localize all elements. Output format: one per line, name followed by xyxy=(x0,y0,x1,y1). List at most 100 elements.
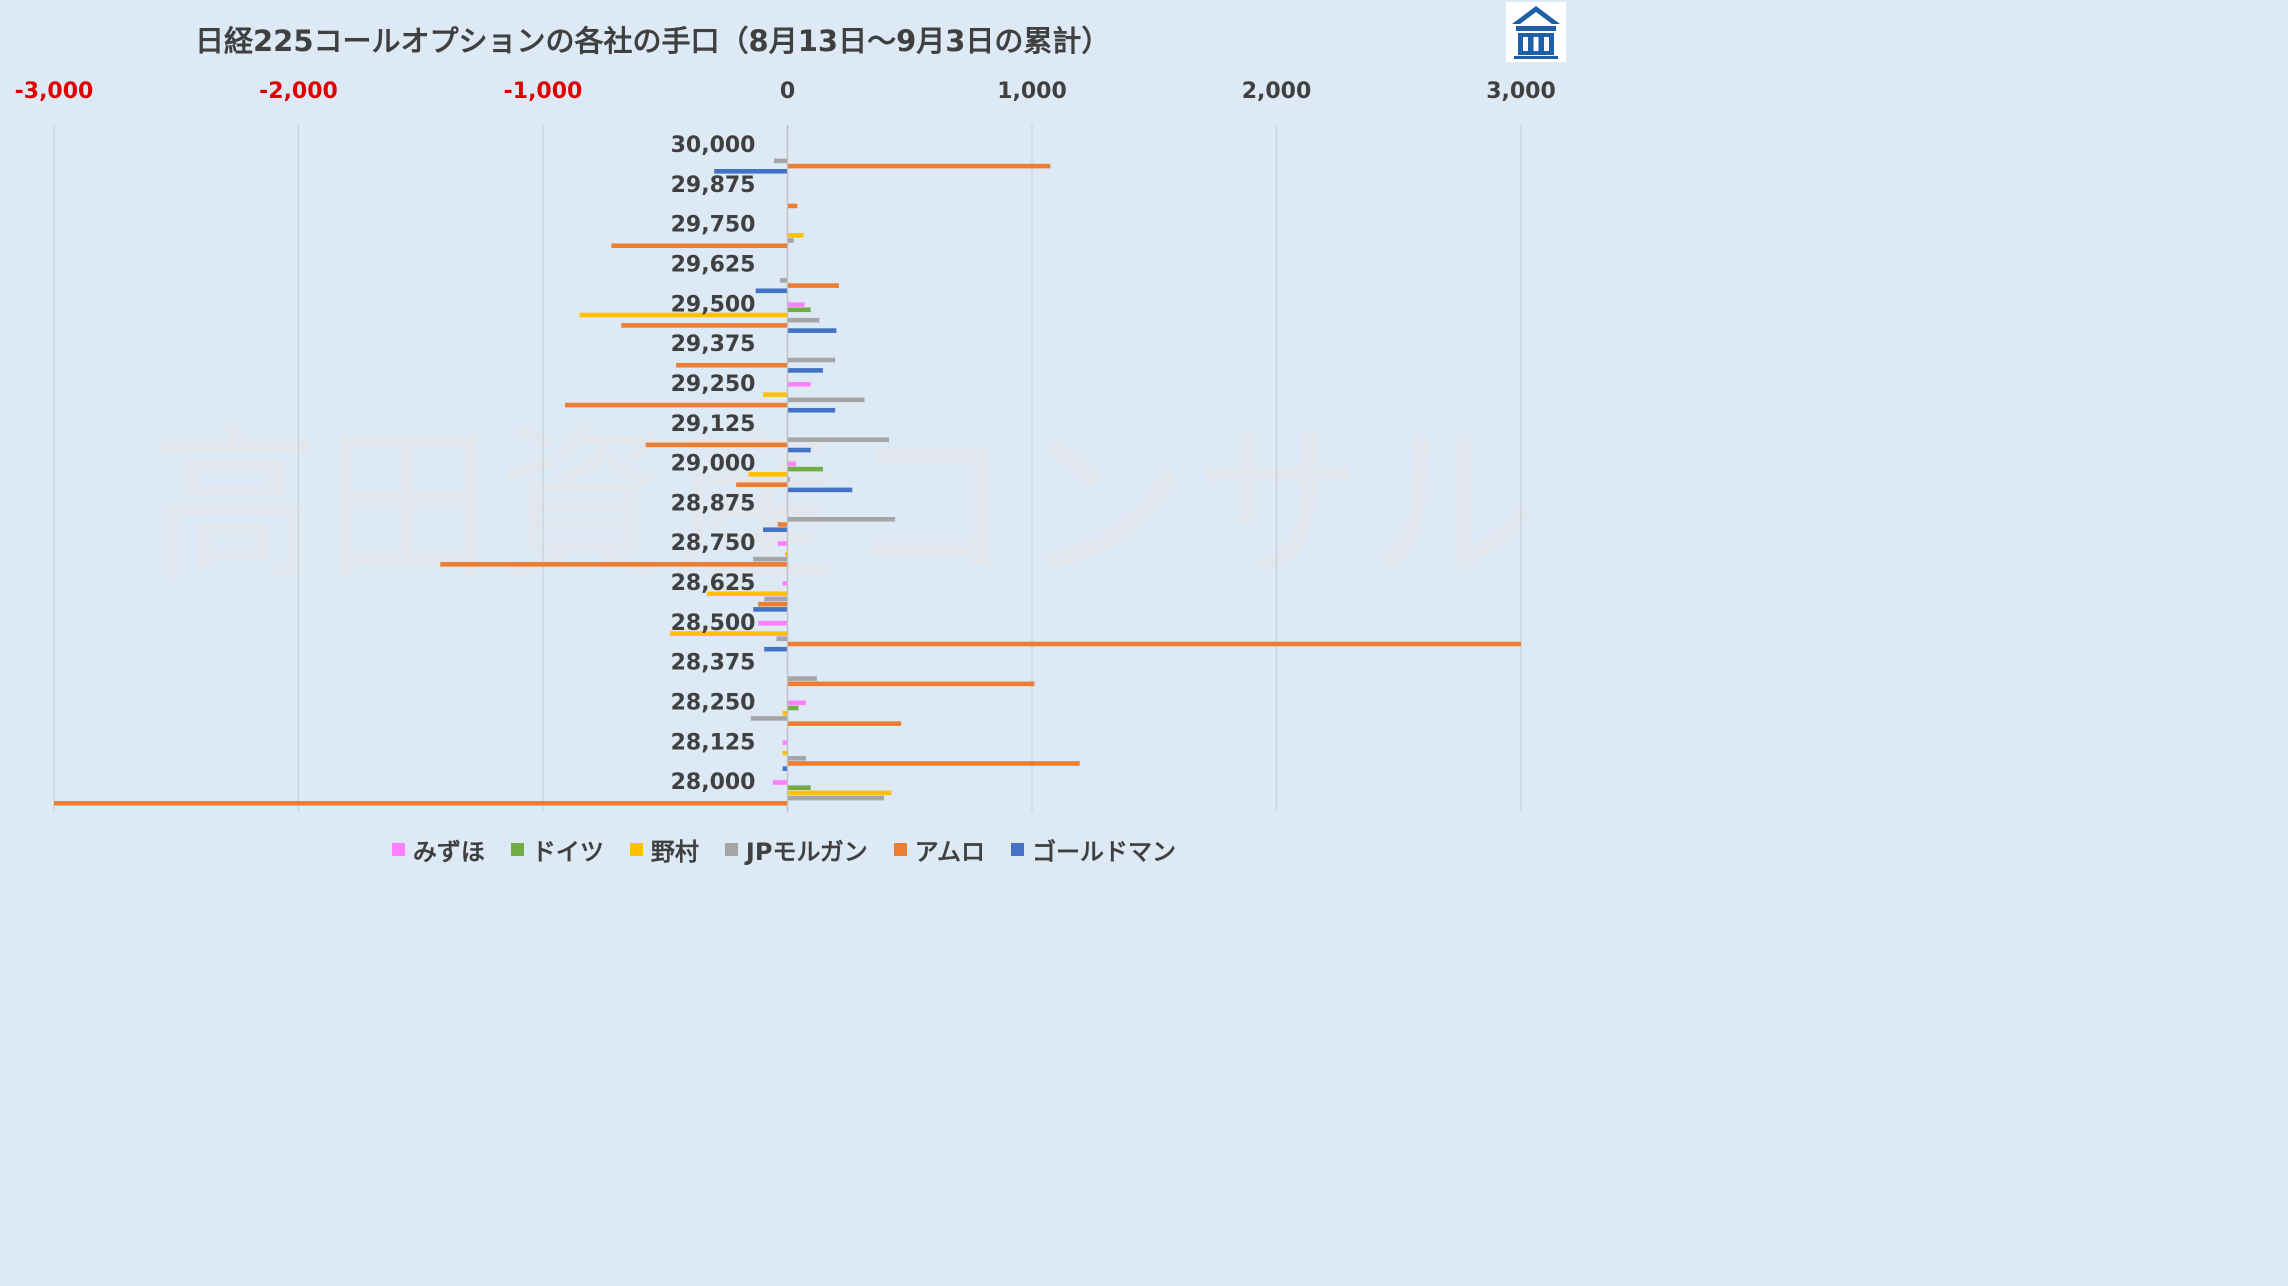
bar xyxy=(676,362,788,368)
bar xyxy=(787,307,811,313)
bar xyxy=(787,397,865,403)
bar xyxy=(787,681,1035,687)
bar xyxy=(787,755,806,761)
bar xyxy=(787,517,896,522)
category-label: 28,875 xyxy=(671,491,756,516)
x-tick-label: -1,000 xyxy=(504,79,583,104)
bar xyxy=(782,766,788,771)
x-tick-label: 3,000 xyxy=(1486,79,1556,104)
category-label: 28,000 xyxy=(671,770,756,795)
bar xyxy=(787,407,836,413)
bar xyxy=(565,402,788,408)
bar xyxy=(763,392,788,397)
bar xyxy=(645,442,788,448)
bar xyxy=(785,551,788,557)
company-logo-icon xyxy=(1506,2,1566,62)
category-label: 28,500 xyxy=(671,611,756,636)
bar xyxy=(621,323,788,328)
bar xyxy=(763,527,788,533)
legend-swatch xyxy=(391,843,405,856)
bar xyxy=(787,721,902,726)
x-tick-label: -3,000 xyxy=(15,79,94,104)
bar xyxy=(764,596,788,602)
category-label: 29,625 xyxy=(671,252,756,277)
chart-title: 日経225コールオプションの各社の手口（8月13日～9月3日の累計） xyxy=(195,24,1111,58)
category-label: 28,250 xyxy=(671,691,756,716)
bar xyxy=(764,646,788,652)
bar xyxy=(787,381,811,387)
bar xyxy=(787,357,836,363)
bar xyxy=(787,238,794,243)
bar xyxy=(782,740,788,745)
category-label: 29,125 xyxy=(671,412,756,437)
legend-label: JPモルガン xyxy=(745,838,868,866)
bar xyxy=(750,716,788,721)
x-tick-label: 2,000 xyxy=(1242,79,1312,104)
bar xyxy=(787,317,820,323)
bar xyxy=(787,203,798,209)
bar xyxy=(787,705,799,711)
bar xyxy=(782,710,788,716)
legend-swatch xyxy=(724,843,738,856)
category-label: 30,000 xyxy=(671,133,756,158)
bar xyxy=(787,676,817,681)
legend-item: アムロ xyxy=(893,832,985,867)
bar xyxy=(780,278,788,283)
bar xyxy=(787,487,853,493)
legend-label: ゴールドマン xyxy=(1032,838,1177,866)
bar xyxy=(772,780,788,785)
bar xyxy=(787,437,889,442)
bar xyxy=(774,158,788,164)
legend-swatch xyxy=(629,843,643,856)
bar xyxy=(748,471,788,477)
legend-item: 野村 xyxy=(629,832,699,867)
bar xyxy=(787,641,1521,647)
bar xyxy=(787,790,892,796)
category-label: 29,875 xyxy=(671,173,756,198)
category-label: 29,500 xyxy=(671,292,756,317)
bar xyxy=(611,243,788,249)
legend-swatch xyxy=(510,843,524,856)
bar xyxy=(777,541,788,546)
bar-chart: -3,000 -2,000 -1,000 0 1,000 2,000 3,000 30,000… xyxy=(15,79,1556,812)
bar xyxy=(787,328,837,333)
bar xyxy=(787,795,885,801)
bar xyxy=(714,169,788,174)
bar xyxy=(670,631,788,636)
bar xyxy=(787,447,811,453)
legend-label: 野村 xyxy=(650,838,699,866)
x-tick-label: 1,000 xyxy=(997,79,1067,104)
bar xyxy=(787,163,1051,169)
bar xyxy=(54,800,788,806)
bar xyxy=(579,312,788,318)
category-label: 28,125 xyxy=(671,730,756,755)
category-label: 29,375 xyxy=(671,332,756,357)
legend-label: ドイツ xyxy=(531,838,604,866)
category-label: 29,000 xyxy=(671,452,756,477)
legend-item: JPモルガン xyxy=(724,832,868,867)
bar xyxy=(787,233,804,238)
bar xyxy=(787,466,823,472)
bar xyxy=(755,288,788,294)
legend-item: ドイツ xyxy=(510,832,604,867)
bar xyxy=(776,636,788,642)
category-label: 28,375 xyxy=(671,651,756,676)
bar xyxy=(777,522,788,527)
bar xyxy=(787,785,811,790)
bar xyxy=(787,461,797,467)
bar xyxy=(758,620,788,626)
legend-swatch xyxy=(893,843,907,856)
category-label: 28,625 xyxy=(671,571,756,596)
bar xyxy=(787,700,806,706)
category-label: 28,750 xyxy=(671,531,756,556)
bar xyxy=(787,302,805,307)
bar xyxy=(787,368,823,373)
bar xyxy=(782,581,788,586)
category-label: 29,250 xyxy=(671,372,756,397)
x-tick-label: 0 xyxy=(780,79,795,104)
bar xyxy=(787,283,839,288)
chart-legend: みずほ ドイツ 野村 JPモルガン アムロ ゴールドマン xyxy=(0,832,1568,867)
bar xyxy=(736,482,788,487)
legend-label: みずほ xyxy=(412,838,485,866)
bar xyxy=(787,761,1080,766)
